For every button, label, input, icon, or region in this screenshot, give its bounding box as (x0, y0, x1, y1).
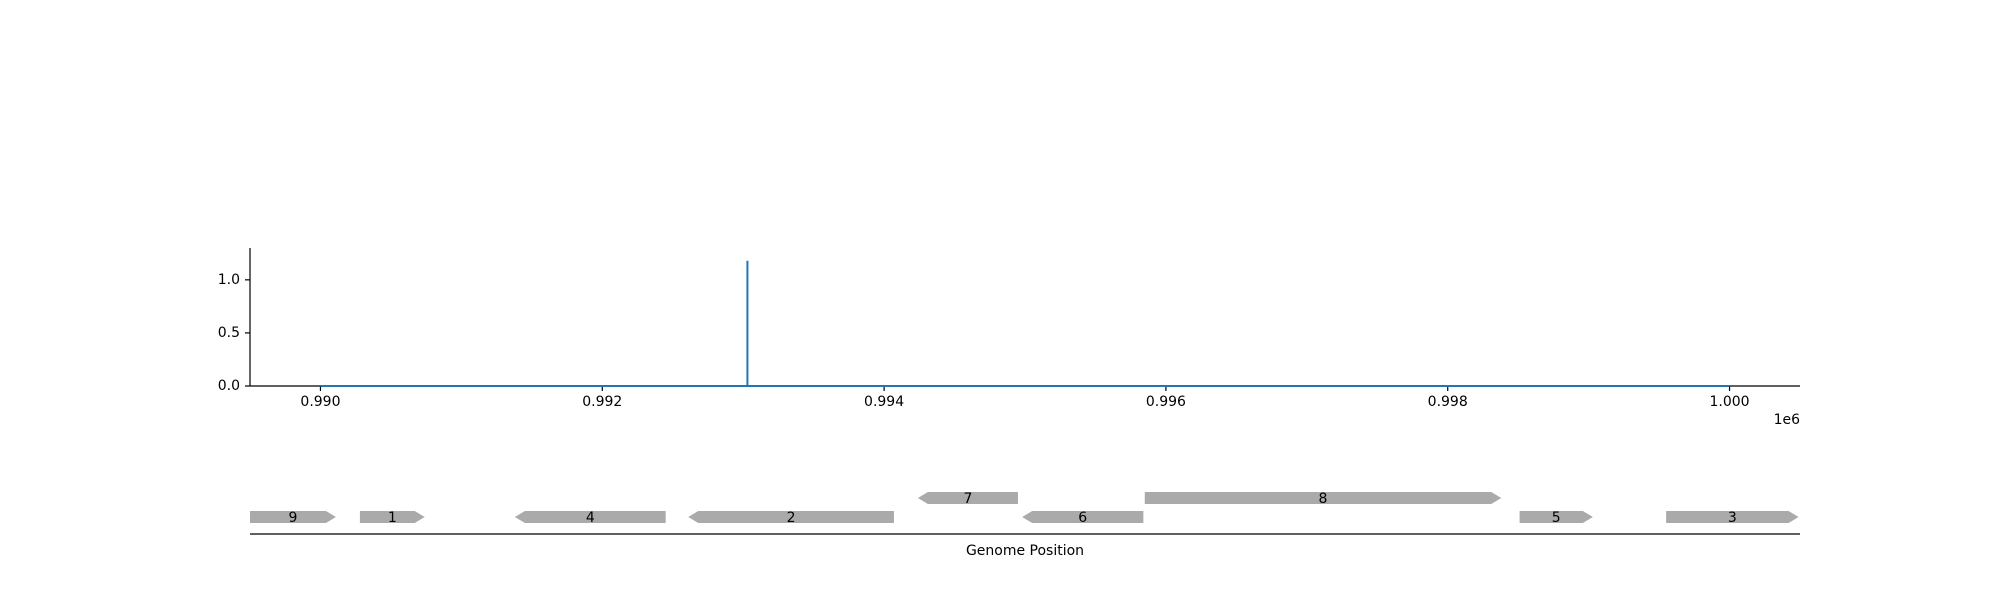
x-axis-label: Genome Position (966, 543, 1084, 559)
gene-arrow (1666, 511, 1799, 523)
gene-arrow (1519, 511, 1593, 523)
y-ticks: 0.0 0.5 1.0 (218, 272, 250, 394)
gene-arrow (1022, 511, 1144, 523)
x-tick-label: 0.994 (864, 394, 904, 410)
genes-layer: 9 1 4 2 7 6 8 5 3 (250, 491, 1799, 526)
gene-label: 9 (289, 510, 298, 526)
gene-label: 1 (388, 510, 397, 526)
gene-arrow (250, 511, 336, 523)
gene-label: 4 (586, 510, 595, 526)
gene-arrow (1144, 492, 1502, 504)
gene-arrow (359, 511, 425, 523)
x-tick-label: 1.000 (1709, 394, 1749, 410)
gene-7: 7 (917, 491, 1018, 507)
gene-4: 4 (514, 510, 666, 526)
gene-label: 3 (1728, 510, 1737, 526)
gene-3: 3 (1666, 510, 1799, 526)
gene-arrow (514, 511, 666, 523)
series-layer (320, 260, 1730, 387)
gene-9: 9 (250, 510, 336, 526)
gene-6: 6 (1022, 510, 1144, 526)
x-offset-label: 1e6 (1774, 412, 1801, 428)
y-tick-label: 0.5 (218, 325, 240, 341)
gene-label: 7 (963, 491, 972, 507)
x-tick-label: 0.998 (1428, 394, 1468, 410)
gene-label: 2 (787, 510, 796, 526)
x-tick-label: 0.992 (582, 394, 622, 410)
gene-1: 1 (359, 510, 425, 526)
plot-area: 0.0 0.5 1.0 0.990 0.992 0.994 0.996 0.998 1.000… (218, 248, 1800, 428)
gene-8: 8 (1144, 491, 1502, 507)
gene-label: 8 (1319, 491, 1328, 507)
x-ticks: 0.990 0.992 0.994 0.996 0.998 1.000 (300, 386, 1750, 410)
gene-5: 5 (1519, 510, 1593, 526)
gene-arrow (917, 492, 1018, 504)
gene-track: 9 1 4 2 7 6 8 5 3 Genome Position (250, 491, 1800, 559)
gene-label: 5 (1552, 510, 1561, 526)
x-tick-label: 0.990 (300, 394, 340, 410)
y-tick-label: 0.0 (218, 378, 240, 394)
gene-arrow (688, 511, 894, 523)
y-tick-label: 1.0 (218, 272, 240, 288)
x-tick-label: 0.996 (1146, 394, 1186, 410)
series-line (320, 260, 1730, 387)
gene-label: 6 (1078, 510, 1087, 526)
gene-2: 2 (688, 510, 894, 526)
